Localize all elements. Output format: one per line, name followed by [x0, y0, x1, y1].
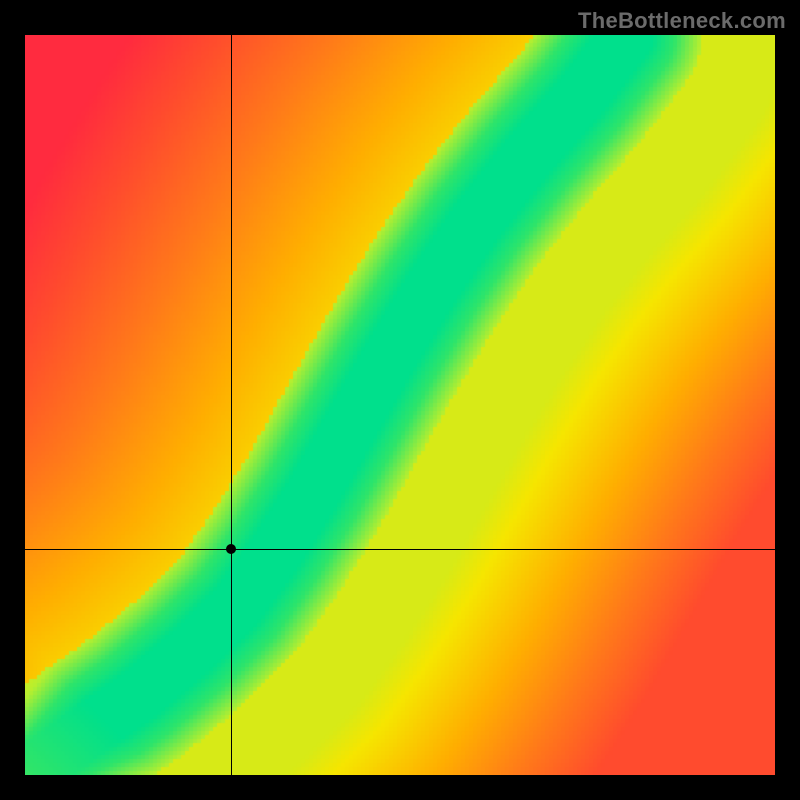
crosshair-vertical	[231, 35, 232, 775]
plot-area	[25, 35, 775, 775]
watermark-text: TheBottleneck.com	[578, 8, 786, 34]
chart-container: TheBottleneck.com	[0, 0, 800, 800]
crosshair-horizontal	[25, 549, 775, 550]
crosshair-dot	[226, 544, 236, 554]
heatmap-canvas	[25, 35, 775, 775]
